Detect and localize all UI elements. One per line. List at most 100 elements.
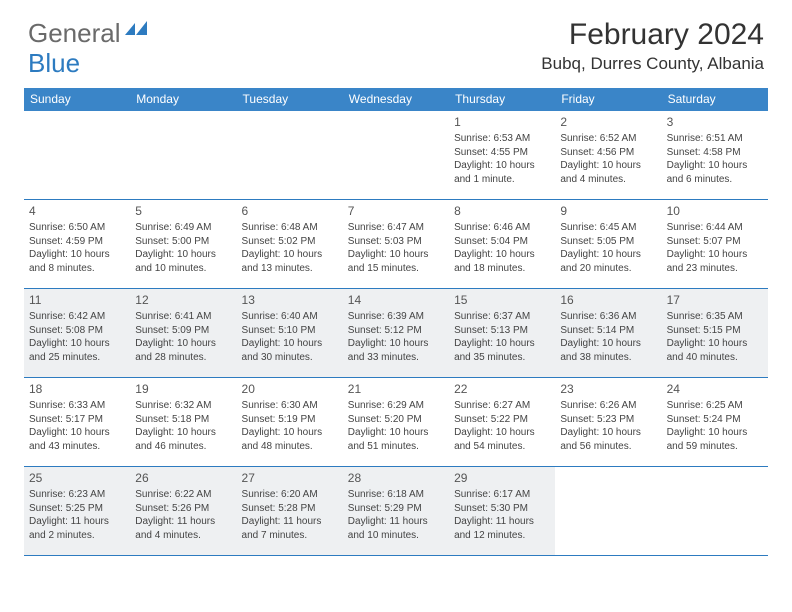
day-info: Sunrise: 6:20 AMSunset: 5:28 PMDaylight:…	[242, 488, 338, 542]
day-daylight2: and 1 minute.	[454, 173, 550, 187]
day-number: 25	[29, 470, 125, 486]
day-daylight2: and 4 minutes.	[560, 173, 656, 187]
day-info: Sunrise: 6:47 AMSunset: 5:03 PMDaylight:…	[348, 221, 444, 275]
day-info: Sunrise: 6:18 AMSunset: 5:29 PMDaylight:…	[348, 488, 444, 542]
day-cell: 2Sunrise: 6:52 AMSunset: 4:56 PMDaylight…	[555, 111, 661, 199]
day-info: Sunrise: 6:35 AMSunset: 5:15 PMDaylight:…	[667, 310, 763, 364]
day-cell: 11 Sunrise: 6:42 AMSunset: 5:08 PMDayligh…	[24, 289, 130, 377]
day-daylight2: and 18 minutes.	[454, 262, 550, 276]
day-sunset: Sunset: 5:26 PM	[135, 502, 231, 516]
day-cell: 14 Sunrise: 6:39 AMSunset: 5:12 PMDayligh…	[343, 289, 449, 377]
day-sunset: Sunset: 5:24 PM	[667, 413, 763, 427]
day-number: 7	[348, 203, 444, 219]
day-info: Sunrise: 6:42 AMSunset: 5:08 PMDaylight:…	[29, 310, 125, 364]
day-info: Sunrise: 6:48 AMSunset: 5:02 PMDaylight:…	[242, 221, 338, 275]
day-cell: 23Sunrise: 6:26 AMSunset: 5:23 PMDayligh…	[555, 378, 661, 466]
day-cell: 26Sunrise: 6:22 AMSunset: 5:26 PMDayligh…	[130, 467, 236, 555]
day-daylight1: Daylight: 10 hours	[135, 426, 231, 440]
day-daylight1: Daylight: 10 hours	[454, 159, 550, 173]
day-sunset: Sunset: 5:03 PM	[348, 235, 444, 249]
day-sunset: Sunset: 5:05 PM	[560, 235, 656, 249]
day-sunrise: Sunrise: 6:36 AM	[560, 310, 656, 324]
day-sunset: Sunset: 5:23 PM	[560, 413, 656, 427]
day-sunrise: Sunrise: 6:37 AM	[454, 310, 550, 324]
day-sunrise: Sunrise: 6:45 AM	[560, 221, 656, 235]
day-daylight1: Daylight: 10 hours	[242, 248, 338, 262]
day-daylight2: and 8 minutes.	[29, 262, 125, 276]
day-sunset: Sunset: 5:29 PM	[348, 502, 444, 516]
day-header-tuesday: Tuesday	[237, 88, 343, 111]
day-info: Sunrise: 6:30 AMSunset: 5:19 PMDaylight:…	[242, 399, 338, 453]
day-daylight2: and 15 minutes.	[348, 262, 444, 276]
day-daylight1: Daylight: 10 hours	[454, 337, 550, 351]
day-number: 16	[560, 292, 656, 308]
day-sunrise: Sunrise: 6:46 AM	[454, 221, 550, 235]
day-sunset: Sunset: 5:25 PM	[29, 502, 125, 516]
week-row: 1Sunrise: 6:53 AMSunset: 4:55 PMDaylight…	[24, 111, 768, 200]
day-daylight1: Daylight: 10 hours	[560, 337, 656, 351]
day-sunrise: Sunrise: 6:23 AM	[29, 488, 125, 502]
day-number: 1	[454, 114, 550, 130]
day-daylight2: and 43 minutes.	[29, 440, 125, 454]
day-daylight1: Daylight: 10 hours	[348, 248, 444, 262]
day-sunset: Sunset: 4:55 PM	[454, 146, 550, 160]
day-daylight1: Daylight: 11 hours	[348, 515, 444, 529]
day-cell: 22Sunrise: 6:27 AMSunset: 5:22 PMDayligh…	[449, 378, 555, 466]
day-daylight1: Daylight: 11 hours	[135, 515, 231, 529]
day-daylight1: Daylight: 10 hours	[667, 248, 763, 262]
day-number: 27	[242, 470, 338, 486]
day-number: 26	[135, 470, 231, 486]
day-daylight1: Daylight: 10 hours	[29, 337, 125, 351]
day-info: Sunrise: 6:39 AMSunset: 5:12 PMDaylight:…	[348, 310, 444, 364]
day-sunset: Sunset: 4:59 PM	[29, 235, 125, 249]
day-number: 19	[135, 381, 231, 397]
day-cell: 6Sunrise: 6:48 AMSunset: 5:02 PMDaylight…	[237, 200, 343, 288]
day-daylight2: and 46 minutes.	[135, 440, 231, 454]
day-number: 3	[667, 114, 763, 130]
day-daylight1: Daylight: 10 hours	[667, 159, 763, 173]
day-daylight1: Daylight: 10 hours	[348, 337, 444, 351]
day-info: Sunrise: 6:40 AMSunset: 5:10 PMDaylight:…	[242, 310, 338, 364]
day-cell: 17Sunrise: 6:35 AMSunset: 5:15 PMDayligh…	[662, 289, 768, 377]
day-number: 11	[29, 292, 125, 308]
day-daylight1: Daylight: 10 hours	[667, 337, 763, 351]
day-daylight2: and 38 minutes.	[560, 351, 656, 365]
day-sunset: Sunset: 5:14 PM	[560, 324, 656, 338]
day-header-sunday: Sunday	[24, 88, 130, 111]
day-daylight2: and 6 minutes.	[667, 173, 763, 187]
day-cell: 7 Sunrise: 6:47 AMSunset: 5:03 PMDaylight…	[343, 200, 449, 288]
day-daylight1: Daylight: 10 hours	[560, 248, 656, 262]
day-number: 24	[667, 381, 763, 397]
day-sunrise: Sunrise: 6:51 AM	[667, 132, 763, 146]
day-daylight2: and 35 minutes.	[454, 351, 550, 365]
day-sunset: Sunset: 5:10 PM	[242, 324, 338, 338]
day-cell: 5Sunrise: 6:49 AMSunset: 5:00 PMDaylight…	[130, 200, 236, 288]
day-info: Sunrise: 6:32 AMSunset: 5:18 PMDaylight:…	[135, 399, 231, 453]
day-number: 29	[454, 470, 550, 486]
day-number: 13	[242, 292, 338, 308]
logo: General	[28, 18, 151, 49]
day-sunrise: Sunrise: 6:20 AM	[242, 488, 338, 502]
day-sunset: Sunset: 5:04 PM	[454, 235, 550, 249]
day-info: Sunrise: 6:45 AMSunset: 5:05 PMDaylight:…	[560, 221, 656, 275]
day-cell: 21Sunrise: 6:29 AMSunset: 5:20 PMDayligh…	[343, 378, 449, 466]
day-sunrise: Sunrise: 6:47 AM	[348, 221, 444, 235]
day-daylight1: Daylight: 11 hours	[242, 515, 338, 529]
day-number: 15	[454, 292, 550, 308]
day-sunset: Sunset: 5:07 PM	[667, 235, 763, 249]
day-info: Sunrise: 6:51 AMSunset: 4:58 PMDaylight:…	[667, 132, 763, 186]
day-daylight2: and 33 minutes.	[348, 351, 444, 365]
week-row: 4Sunrise: 6:50 AMSunset: 4:59 PMDaylight…	[24, 200, 768, 289]
day-number: 14	[348, 292, 444, 308]
day-number: 10	[667, 203, 763, 219]
day-daylight1: Daylight: 10 hours	[560, 426, 656, 440]
day-info: Sunrise: 6:26 AMSunset: 5:23 PMDaylight:…	[560, 399, 656, 453]
day-sunrise: Sunrise: 6:40 AM	[242, 310, 338, 324]
day-daylight1: Daylight: 10 hours	[29, 248, 125, 262]
day-number: 18	[29, 381, 125, 397]
day-info: Sunrise: 6:37 AMSunset: 5:13 PMDaylight:…	[454, 310, 550, 364]
day-number: 21	[348, 381, 444, 397]
day-cell-empty	[237, 111, 343, 199]
header: General February 2024 Bubq, Durres Count…	[0, 0, 792, 82]
day-daylight1: Daylight: 11 hours	[454, 515, 550, 529]
